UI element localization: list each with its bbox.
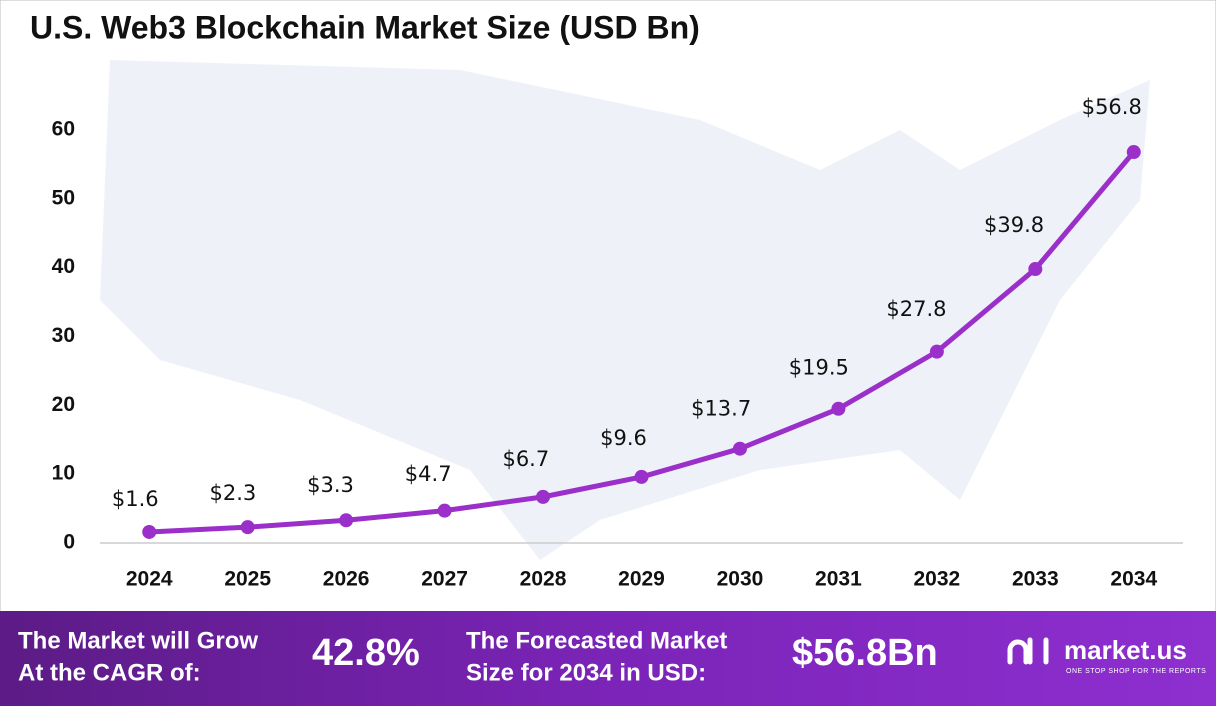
data-point	[732, 441, 747, 456]
x-tick-label: 2029	[618, 568, 665, 591]
data-point	[437, 503, 452, 518]
data-point	[142, 524, 157, 539]
value-label: $9.6	[600, 426, 647, 450]
tagline: ONE STOP SHOP FOR THE REPORTS	[1066, 668, 1206, 675]
value-label: $6.7	[502, 447, 549, 471]
y-tick-label: 50	[52, 186, 75, 209]
value-label: $13.7	[691, 396, 751, 420]
x-tick-label: 2024	[126, 568, 173, 591]
y-tick-label: 40	[52, 255, 75, 278]
y-tick-label: 20	[52, 393, 75, 416]
value-label: $39.8	[984, 213, 1044, 237]
value-label: $4.7	[405, 462, 452, 486]
value-label: $56.8	[1082, 95, 1142, 119]
data-point	[831, 401, 846, 416]
y-tick-label: 0	[63, 531, 75, 554]
data-point	[1126, 145, 1141, 160]
x-tick-label: 2032	[914, 568, 961, 591]
forecast-value: $56.8Bn	[792, 632, 938, 674]
data-point	[929, 344, 944, 359]
brand: market.us	[1064, 635, 1187, 665]
cagr-label: The Market will Grow	[18, 627, 258, 654]
data-point	[339, 513, 354, 528]
brand-logo	[1007, 637, 1049, 665]
x-tick-label: 2026	[323, 568, 370, 591]
data-point	[536, 489, 551, 504]
value-label: $2.3	[209, 481, 256, 505]
cagr-value: 42.8%	[312, 632, 420, 674]
map-background	[100, 60, 1150, 560]
forecast-label: Size for 2034 in USD:	[466, 659, 706, 686]
x-tick-label: 2031	[815, 568, 862, 591]
chart-title: U.S. Web3 Blockchain Market Size (USD Bn…	[30, 9, 700, 45]
y-tick-label: 30	[52, 324, 75, 347]
data-point	[1028, 262, 1043, 277]
x-tick-label: 2030	[717, 568, 764, 591]
x-tick-label: 2028	[520, 568, 567, 591]
y-tick-label: 60	[52, 118, 75, 141]
x-tick-label: 2034	[1110, 568, 1157, 591]
value-label: $19.5	[789, 355, 849, 379]
x-tick-label: 2027	[421, 568, 468, 591]
y-tick-label: 10	[52, 462, 75, 485]
data-point	[634, 469, 649, 484]
value-label: $1.6	[112, 487, 159, 511]
cagr-label: At the CAGR of:	[18, 659, 201, 686]
footer-band	[0, 611, 1216, 706]
forecast-label: The Forecasted Market	[466, 627, 727, 654]
value-label: $3.3	[307, 473, 354, 497]
data-point	[240, 520, 255, 535]
x-tick-label: 2025	[224, 568, 271, 591]
x-tick-label: 2033	[1012, 568, 1059, 591]
value-label: $27.8	[886, 297, 946, 321]
